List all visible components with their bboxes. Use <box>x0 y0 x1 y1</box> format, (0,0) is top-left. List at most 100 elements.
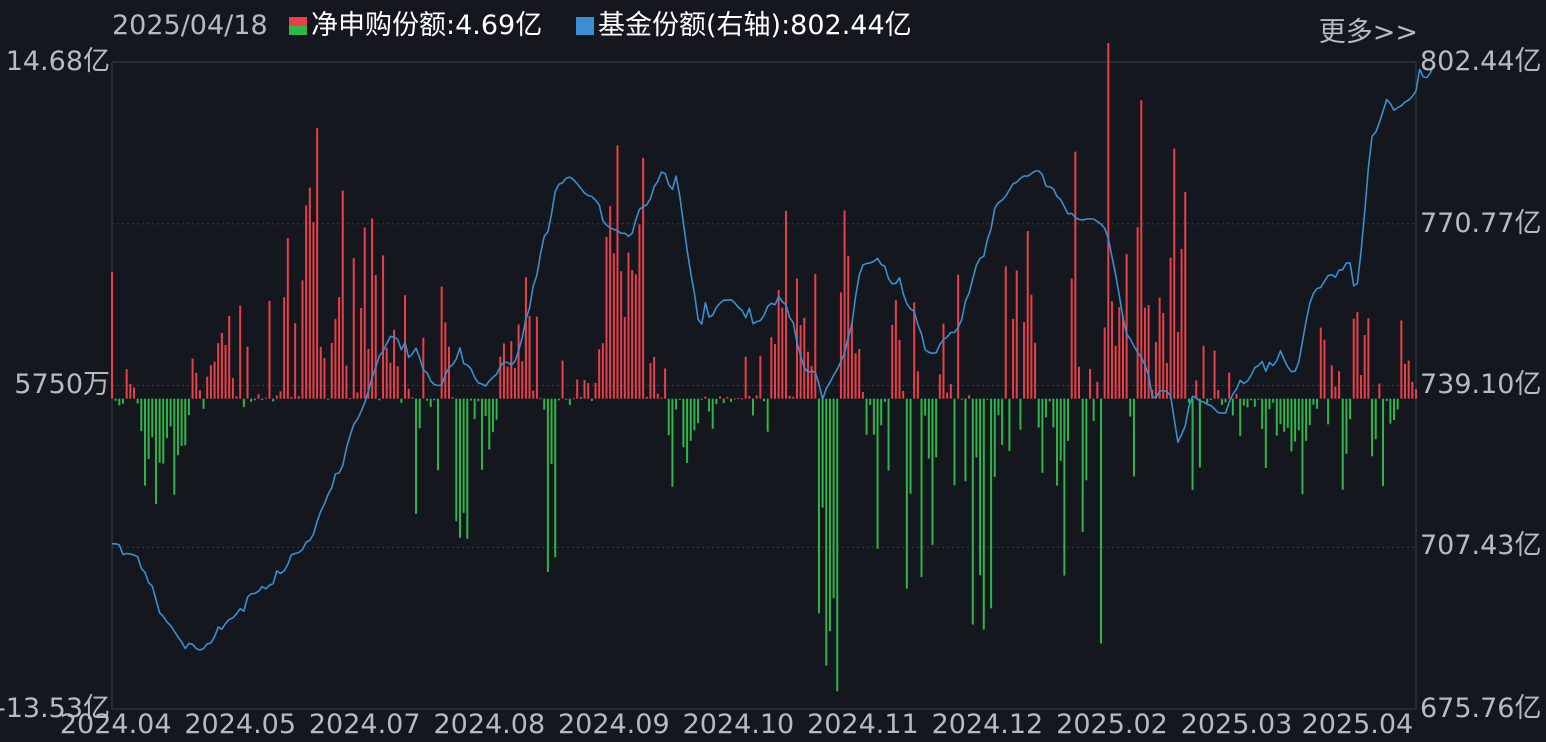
net-subscription-bar <box>836 398 839 692</box>
net-subscription-bar <box>151 398 154 438</box>
grid-lines <box>111 61 1417 710</box>
net-subscription-bar <box>1235 393 1238 399</box>
net-subscription-bar <box>319 346 322 399</box>
net-subscription-bar <box>902 390 905 399</box>
net-subscription-bar <box>1154 342 1157 399</box>
net-subscription-bar <box>920 398 923 578</box>
net-subscription-bar <box>502 343 505 399</box>
net-subscription-bar <box>224 345 227 399</box>
net-subscription-bar <box>744 356 747 399</box>
net-subscription-bar <box>114 398 117 401</box>
net-subscription-bar <box>667 398 670 436</box>
net-subscription-bar <box>473 398 476 420</box>
net-subscription-bar <box>1187 398 1190 403</box>
net-subscription-bar <box>568 398 571 406</box>
fund-shares-line <box>112 61 1436 651</box>
net-subscription-bar <box>532 390 535 399</box>
header-date: 2025/04/18 <box>112 10 268 41</box>
net-subscription-bar <box>909 398 912 494</box>
net-subscription-bar <box>1048 398 1051 402</box>
net-subscription-bar <box>396 366 399 399</box>
net-subscription-bar <box>1026 231 1029 399</box>
net-subscription-bar <box>656 393 659 399</box>
net-subscription-bar <box>638 224 641 399</box>
net-subscription-bar <box>323 358 326 399</box>
net-subscription-bar <box>557 398 560 401</box>
net-subscription-bar <box>290 396 293 399</box>
net-subscription-bar <box>209 365 212 399</box>
net-subscription-bar <box>1180 248 1183 399</box>
net-subscription-bar <box>1070 278 1073 399</box>
net-subscription-bar <box>286 238 289 399</box>
net-subscription-bar <box>466 398 469 539</box>
legend-net-subscription: 净申购份额:4.69亿 <box>289 6 542 46</box>
net-subscription-bar <box>1184 192 1187 399</box>
net-subscription-bar <box>1407 360 1410 399</box>
net-subscription-bar <box>426 398 429 401</box>
net-subscription-bar <box>1213 350 1216 399</box>
net-subscription-bar <box>847 255 850 399</box>
left-axis-tick-bottom: -13.53亿 <box>0 693 110 724</box>
net-subscription-bar <box>612 253 615 399</box>
net-subscription-bar <box>513 367 516 399</box>
net-subscription-bar <box>1140 100 1143 399</box>
net-subscription-bar <box>590 398 593 401</box>
net-subscription-bar <box>136 398 139 404</box>
net-subscription-bar <box>1165 362 1168 399</box>
net-subscription-bar <box>550 398 553 465</box>
net-subscription-bar <box>949 384 952 399</box>
net-subscription-bar <box>960 398 963 400</box>
net-subscription-bar <box>1319 327 1322 399</box>
net-subscription-bar <box>982 398 985 630</box>
net-subscription-bar <box>165 398 168 439</box>
net-subscription-bar <box>162 398 165 464</box>
net-subscription-bar <box>1352 318 1355 399</box>
net-subscription-bar <box>748 395 751 399</box>
net-subscription-bar <box>1316 398 1319 409</box>
net-subscription-bar <box>374 275 377 399</box>
net-subscription-bar <box>213 361 216 399</box>
x-axis-tick-label: 2024.04 <box>59 709 172 740</box>
net-subscription-bars <box>111 42 1417 692</box>
net-subscription-bar <box>773 344 776 399</box>
net-subscription-bar <box>986 398 989 400</box>
net-subscription-bar <box>620 271 623 399</box>
net-subscription-bar <box>828 398 831 632</box>
net-subscription-bar <box>678 398 681 400</box>
net-subscription-bar <box>872 398 875 435</box>
net-subscription-bar <box>1034 342 1037 399</box>
net-subscription-bar <box>1217 389 1220 399</box>
net-subscription-bar <box>708 398 711 412</box>
net-subscription-bar <box>876 398 879 549</box>
net-subscription-bar <box>1169 257 1172 399</box>
net-subscription-bar <box>770 337 773 399</box>
net-subscription-bar <box>1191 398 1194 490</box>
net-subscription-bar <box>1001 398 1004 445</box>
net-subscription-bar <box>759 355 762 399</box>
more-link[interactable]: 更多>> <box>1318 17 1418 48</box>
net-subscription-bar <box>1330 365 1333 399</box>
net-subscription-bar <box>206 376 209 399</box>
net-subscription-bar <box>217 343 220 399</box>
net-subscription-bar <box>242 398 245 408</box>
net-subscription-bar <box>385 347 388 399</box>
legend-net-subscription-label: 净申购份额:4.69亿 <box>311 10 543 41</box>
net-subscription-bar <box>722 398 725 404</box>
net-subscription-bar <box>554 398 557 558</box>
net-subscription-bar <box>913 302 916 399</box>
net-subscription-bar <box>968 395 971 399</box>
net-subscription-bar <box>231 378 234 399</box>
net-subscription-bar <box>1338 371 1341 399</box>
net-subscription-bar <box>737 398 740 399</box>
net-subscription-bar <box>1008 398 1011 451</box>
net-subscription-bar <box>363 227 366 399</box>
net-subscription-bar <box>1389 398 1392 424</box>
net-subscription-bar <box>814 273 817 399</box>
net-subscription-bar <box>1349 398 1352 420</box>
net-subscription-bar <box>506 366 509 399</box>
net-subscription-bar <box>997 398 1000 416</box>
net-subscription-bar <box>1224 398 1227 403</box>
net-subscription-bar <box>587 383 590 399</box>
net-subscription-bar <box>861 392 864 399</box>
net-subscription-bar <box>700 398 703 400</box>
